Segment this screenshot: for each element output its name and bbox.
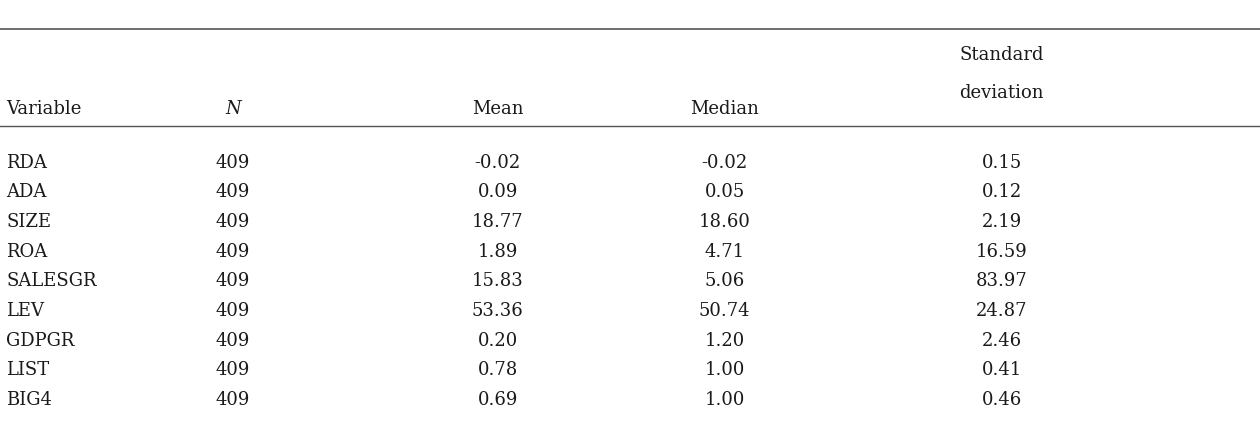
- Text: Mean: Mean: [472, 100, 523, 118]
- Text: 0.69: 0.69: [478, 391, 518, 409]
- Text: 1.00: 1.00: [704, 361, 745, 379]
- Text: GDPGR: GDPGR: [6, 332, 74, 350]
- Text: 409: 409: [215, 272, 251, 290]
- Text: ADA: ADA: [6, 184, 47, 201]
- Text: 83.97: 83.97: [975, 272, 1028, 290]
- Text: 18.60: 18.60: [698, 213, 751, 231]
- Text: 409: 409: [215, 213, 251, 231]
- Text: 0.12: 0.12: [982, 184, 1022, 201]
- Text: 5.06: 5.06: [704, 272, 745, 290]
- Text: Median: Median: [690, 100, 759, 118]
- Text: ROA: ROA: [6, 242, 48, 261]
- Text: deviation: deviation: [959, 84, 1045, 102]
- Text: 0.05: 0.05: [704, 184, 745, 201]
- Text: 409: 409: [215, 154, 251, 172]
- Text: RDA: RDA: [6, 154, 47, 172]
- Text: Variable: Variable: [6, 100, 82, 118]
- Text: 24.87: 24.87: [976, 302, 1027, 320]
- Text: 0.20: 0.20: [478, 332, 518, 350]
- Text: -0.02: -0.02: [702, 154, 747, 172]
- Text: 16.59: 16.59: [975, 242, 1028, 261]
- Text: LEV: LEV: [6, 302, 44, 320]
- Text: 1.89: 1.89: [478, 242, 518, 261]
- Text: 409: 409: [215, 361, 251, 379]
- Text: SALESGR: SALESGR: [6, 272, 97, 290]
- Text: 1.00: 1.00: [704, 391, 745, 409]
- Text: 2.46: 2.46: [982, 332, 1022, 350]
- Text: 0.78: 0.78: [478, 361, 518, 379]
- Text: 0.46: 0.46: [982, 391, 1022, 409]
- Text: 409: 409: [215, 242, 251, 261]
- Text: 0.15: 0.15: [982, 154, 1022, 172]
- Text: 4.71: 4.71: [704, 242, 745, 261]
- Text: LIST: LIST: [6, 361, 49, 379]
- Text: 1.20: 1.20: [704, 332, 745, 350]
- Text: 409: 409: [215, 184, 251, 201]
- Text: SIZE: SIZE: [6, 213, 52, 231]
- Text: BIG4: BIG4: [6, 391, 52, 409]
- Text: N: N: [226, 100, 241, 118]
- Text: 2.19: 2.19: [982, 213, 1022, 231]
- Text: 409: 409: [215, 302, 251, 320]
- Text: 15.83: 15.83: [471, 272, 524, 290]
- Text: 18.77: 18.77: [472, 213, 523, 231]
- Text: 409: 409: [215, 332, 251, 350]
- Text: 0.41: 0.41: [982, 361, 1022, 379]
- Text: Standard: Standard: [959, 46, 1045, 64]
- Text: 409: 409: [215, 391, 251, 409]
- Text: 50.74: 50.74: [699, 302, 750, 320]
- Text: 0.09: 0.09: [478, 184, 518, 201]
- Text: -0.02: -0.02: [475, 154, 520, 172]
- Text: 53.36: 53.36: [471, 302, 524, 320]
